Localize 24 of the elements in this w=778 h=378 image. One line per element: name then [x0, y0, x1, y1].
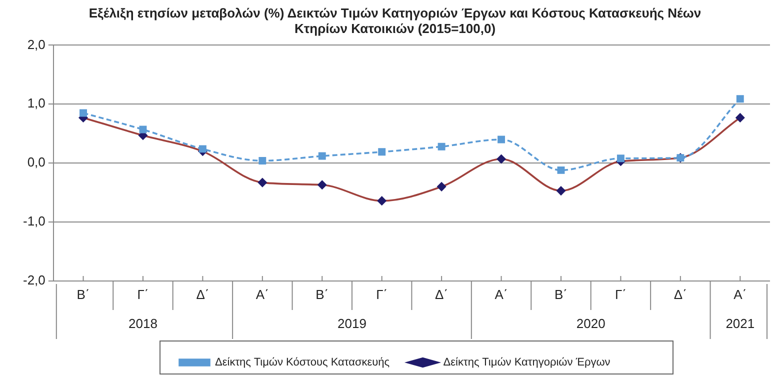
y-tick-label: -1,0: [22, 214, 46, 229]
text: 2021: [726, 316, 755, 332]
text: 2020: [576, 316, 606, 332]
y-tick-label: 1,0: [27, 96, 46, 111]
chart-title: Εξέλιξη ετησίων μεταβολών (%) Δεικτών Τιμών Κατηγοριών Έργων και Κόστους Κατασκευής Νέων Κτηρίων Κατοικιών (2015=100,0): [88, 5, 702, 36]
y-tick-label: 2,0: [27, 36, 46, 52]
x-tick-label: Α΄: [256, 287, 269, 302]
x-tick-label: Α΄: [734, 287, 747, 302]
x-tick-label: Γ΄: [376, 287, 388, 302]
x-tick-label: Β΄: [554, 287, 568, 302]
text: 2018: [128, 316, 158, 332]
x-tick-label: Α΄: [494, 287, 508, 302]
y-tick-label: -2,0: [22, 272, 46, 288]
x-tick-label: Δ΄: [435, 287, 448, 302]
x-tick-label: Δ΄: [674, 287, 687, 302]
text: 2019: [338, 316, 366, 332]
x-tick-label: Β΄: [76, 287, 90, 302]
y-tick-label: 0,0: [27, 154, 46, 170]
legend-label: Δείκτης Τιμών Κόστους Κατασκευής: [215, 356, 390, 369]
x-tick-label: Β΄: [316, 287, 329, 302]
x-tick-label: Γ΄: [137, 287, 149, 302]
legend-label: Δείκτης Τιμών Κατηγοριών Έργων: [443, 356, 611, 369]
x-tick-label: Δ΄: [196, 287, 210, 302]
x-tick-label: Γ΄: [614, 287, 626, 302]
